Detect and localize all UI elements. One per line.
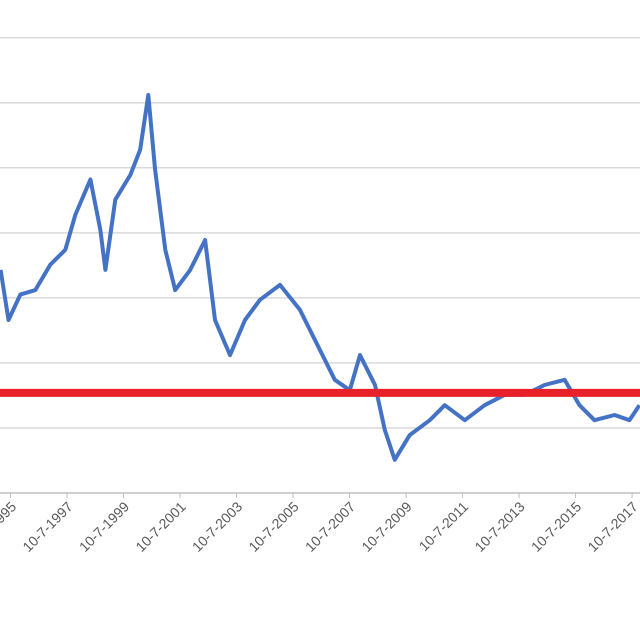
x-tick-label: 10-7-2015 (528, 498, 585, 555)
x-tick-label: 10-7-2001 (132, 498, 189, 555)
x-tick-label: 10-7-1997 (19, 498, 76, 555)
x-tick-label: 10-7-2003 (189, 498, 246, 555)
x-tick-label: 10-7-2017 (584, 498, 640, 555)
x-tick-label: 10-7-1995 (0, 498, 19, 555)
x-tick-label: 10-7-2011 (416, 498, 472, 554)
x-tick-label: 10-7-2007 (302, 498, 359, 555)
x-tick-label: 10-7-1999 (76, 498, 133, 555)
x-tick-label: 10-7-2005 (245, 498, 302, 555)
series-line (0, 93, 640, 462)
x-tick-label: 10-7-2009 (358, 498, 415, 555)
x-tick-label: 10-7-2013 (471, 498, 528, 555)
